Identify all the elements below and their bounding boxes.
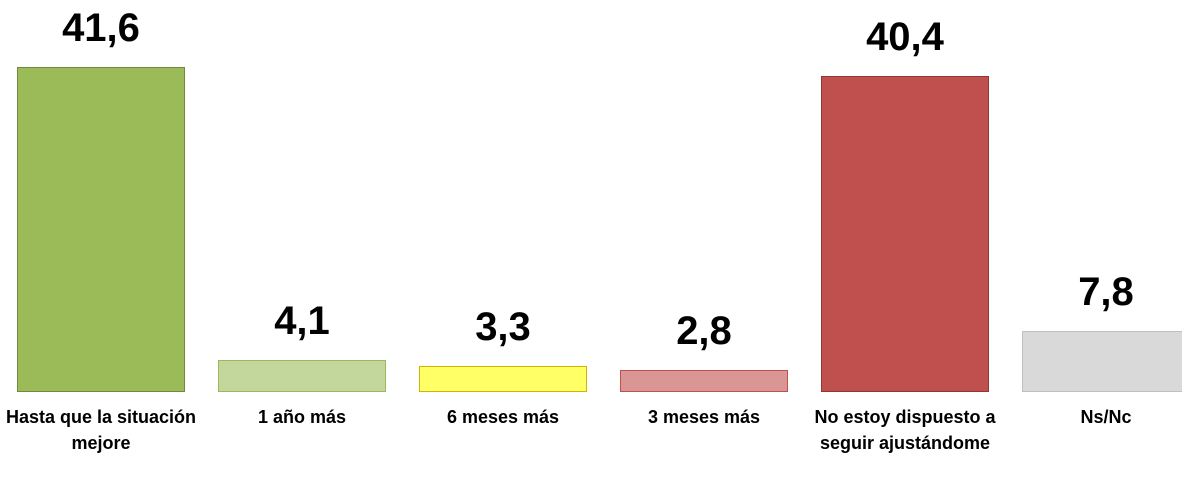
bar — [821, 76, 989, 392]
category-label: 6 meses más — [446, 407, 560, 427]
bar — [419, 366, 587, 392]
category-label: 3 meses más — [647, 407, 761, 427]
category-label: No estoy dispuesto a seguir ajustándome — [814, 407, 996, 453]
value-label: 40,4 — [866, 15, 944, 60]
category-label: Hasta que la situación mejore — [5, 407, 197, 453]
category-label: Ns/Nc — [1080, 407, 1132, 427]
bar — [218, 359, 386, 392]
value-label: 41,6 — [62, 6, 140, 51]
value-label: 7,8 — [1078, 270, 1134, 315]
value-label: 3,3 — [475, 305, 531, 350]
bar — [17, 67, 185, 392]
value-label: 2,8 — [676, 309, 732, 354]
value-label: 4,1 — [274, 298, 330, 343]
bar — [620, 370, 788, 392]
category-label: 1 año más — [257, 407, 347, 427]
bar — [1022, 331, 1182, 392]
